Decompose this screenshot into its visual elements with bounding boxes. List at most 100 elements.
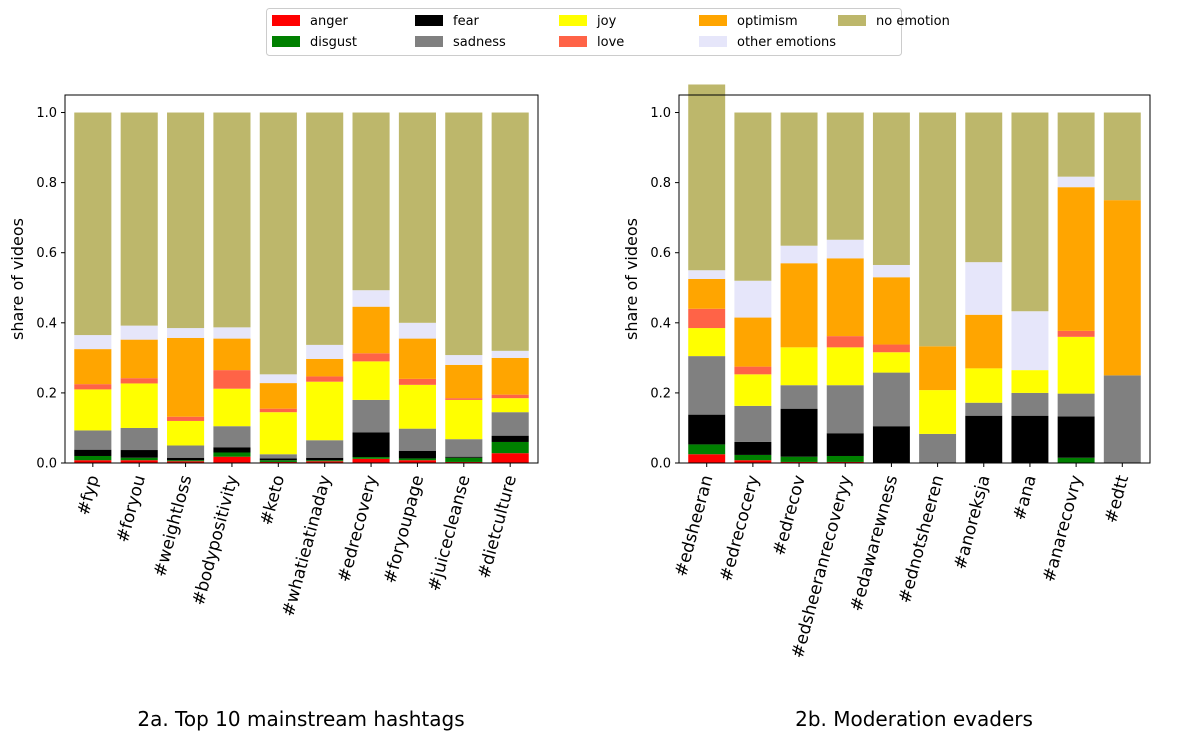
bar-edrecovery-joy: [352, 361, 390, 400]
bar-bodypositivity-disgust: [213, 452, 251, 457]
bar-bodypositivity-sadness: [213, 426, 251, 448]
bar-weightloss-fear: [167, 457, 205, 461]
bar-edsheeranrecoveryy-love: [826, 336, 864, 348]
bar-keto-other-emotions: [259, 374, 297, 384]
legend-label-other-emotions: other emotions: [737, 35, 836, 50]
bar-whatieatinaday-anger: [306, 461, 344, 463]
bar-edsheeranrecoveryy-optimism: [826, 258, 864, 337]
bar-weightloss-disgust: [167, 460, 205, 462]
legend-label-disgust: disgust: [310, 35, 357, 50]
bar-edawarewness-optimism: [872, 277, 910, 345]
bar-foryou-no-emotion: [120, 112, 158, 326]
bar-edrecov-disgust: [780, 456, 818, 462]
bar-edrecovery-disgust: [352, 457, 390, 459]
y-tick-label: 1.0: [36, 106, 57, 121]
y-tick-label: 0.2: [650, 386, 671, 401]
bar-anoreksja-no-emotion: [965, 112, 1003, 263]
x-tick-label-edawarewness: #edawarewness: [847, 473, 903, 614]
bar-edrecocery-optimism: [734, 317, 772, 367]
bar-edtt-no-emotion: [1103, 112, 1141, 201]
legend-label-optimism: optimism: [737, 14, 798, 29]
bar-ednotsheeren-no-emotion: [919, 112, 957, 347]
bar-keto-anger: [259, 461, 297, 463]
bar-fyp-fear: [74, 449, 112, 456]
bar-bodypositivity-anger: [213, 456, 251, 463]
bar-anoreksja-optimism: [965, 314, 1003, 369]
bar-edawarewness-no-emotion: [872, 112, 910, 265]
bar-edrecovery-optimism: [352, 306, 390, 354]
bar-whatieatinaday-love: [306, 376, 344, 382]
y-tick-label: 0.4: [650, 316, 671, 331]
bar-ana-sadness: [1011, 392, 1049, 416]
legend-swatch-other-emotions: [699, 36, 727, 47]
bar-edawarewness-love: [872, 344, 910, 353]
bar-anarecovry-sadness: [1057, 393, 1095, 417]
bar-keto-no-emotion: [259, 112, 297, 375]
chart-moderation-evaders: 0.00.20.40.60.81.0#edsheeran#edrecocery #…: [622, 84, 1151, 731]
x-tick-label-juicecleanse: #juicecleanse: [424, 473, 474, 593]
bar-dietculture-optimism: [491, 357, 529, 395]
bar-edsheeran-sadness: [688, 356, 726, 415]
x-tick-label-dietculture: #dietculture: [474, 473, 521, 581]
bar-foryou-love: [120, 378, 158, 384]
bar-dietculture-love: [491, 394, 529, 399]
y-axis-label: share of videos: [622, 218, 641, 340]
bar-edrecov-no-emotion: [780, 112, 818, 246]
y-tick-label: 0.8: [36, 176, 57, 191]
bar-edrecov-joy: [780, 347, 818, 386]
x-tick-label-ana: #ana: [1010, 473, 1041, 522]
bar-dietculture-no-emotion: [491, 112, 529, 351]
legend-label-sadness: sadness: [453, 35, 506, 50]
bar-edsheeranrecoveryy-other-emotions: [826, 239, 864, 259]
bar-juicecleanse-no-emotion: [445, 112, 483, 356]
bar-foryoupage-no-emotion: [398, 112, 436, 323]
bar-edawarewness-fear: [872, 426, 910, 463]
y-tick-label: 1.0: [650, 106, 671, 121]
bar-dietculture-joy: [491, 398, 529, 413]
bar-foryou-disgust: [120, 457, 158, 461]
bar-edsheeran-fear: [688, 414, 726, 445]
bar-fyp-sadness: [74, 430, 112, 450]
bar-edsheeran-love: [688, 308, 726, 329]
x-tick-label-keto: #keto: [257, 473, 290, 527]
bar-dietculture-disgust: [491, 441, 529, 454]
bar-anoreksja-joy: [965, 368, 1003, 403]
bar-ednotsheeren-optimism: [919, 346, 957, 391]
bar-edrecocery-no-emotion: [734, 112, 772, 281]
bar-edrecovery-sadness: [352, 399, 390, 433]
bar-edsheeran-joy: [688, 328, 726, 357]
bar-keto-optimism: [259, 383, 297, 409]
bar-foryoupage-sadness: [398, 428, 436, 451]
bar-edsheeranrecoveryy-fear: [826, 433, 864, 456]
bar-edrecovery-other-emotions: [352, 290, 390, 307]
bar-anoreksja-sadness: [965, 402, 1003, 416]
bar-weightloss-joy: [167, 420, 205, 446]
bar-edsheeran-disgust: [688, 444, 726, 455]
bar-edrecov-anger: [780, 461, 818, 463]
x-tick-label-fyp: #fyp: [74, 473, 104, 518]
bar-edrecovery-love: [352, 353, 390, 362]
y-tick-label: 0.2: [36, 386, 57, 401]
bar-edrecocery-sadness: [734, 405, 772, 442]
bar-edrecovery-anger: [352, 458, 390, 463]
bar-foryoupage-disgust: [398, 458, 436, 461]
bar-anarecovry-fear: [1057, 416, 1095, 458]
bar-weightloss-optimism: [167, 337, 205, 417]
legend-label-joy: joy: [596, 14, 617, 29]
x-tick-label-foryou: #foryou: [113, 473, 150, 545]
y-tick-label: 0.0: [650, 457, 671, 472]
bar-whatieatinaday-disgust: [306, 460, 344, 462]
bar-ana-other-emotions: [1011, 311, 1049, 371]
bar-foryou-joy: [120, 383, 158, 428]
y-tick-label: 0.4: [36, 316, 57, 331]
legend-label-anger: anger: [310, 14, 348, 29]
x-tick-label-edrecovery: #edrecovery: [334, 473, 382, 584]
bar-edsheeranrecoveryy-anger: [826, 461, 864, 463]
x-tick-label-bodypositivity: #bodypositivity: [189, 473, 243, 608]
bar-anarecovry-optimism: [1057, 187, 1095, 331]
bar-edsheeranrecoveryy-no-emotion: [826, 112, 864, 240]
bar-whatieatinaday-joy: [306, 381, 344, 441]
bar-fyp-other-emotions: [74, 335, 112, 350]
bar-edtt-sadness: [1103, 375, 1141, 463]
bar-edrecov-sadness: [780, 385, 818, 409]
